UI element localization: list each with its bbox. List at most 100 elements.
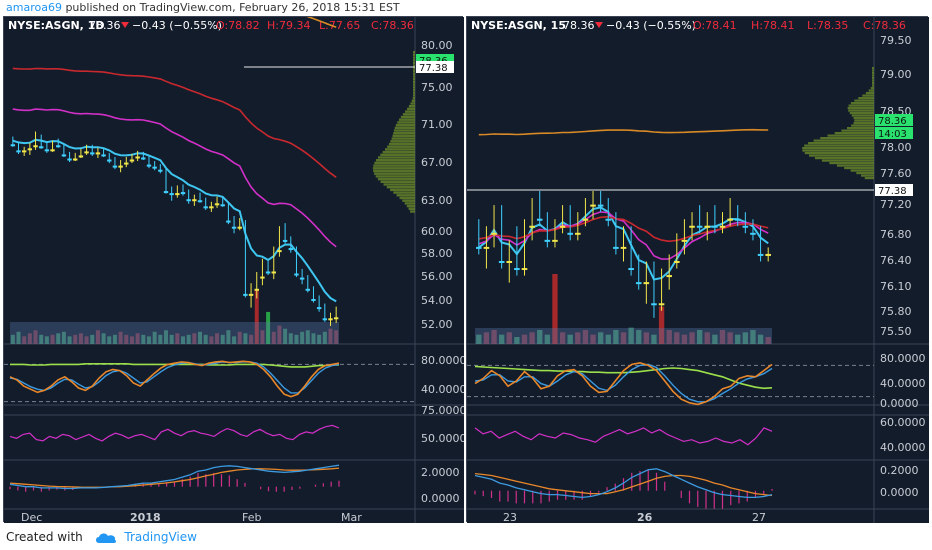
volume-bar: [249, 334, 254, 344]
candle-body: [237, 226, 242, 229]
volume-bar: [129, 336, 134, 344]
volume-bar: [135, 333, 140, 344]
volume-profile-bar: [380, 180, 415, 183]
volume-bar: [124, 334, 129, 344]
volume-bar: [597, 332, 604, 344]
volume-bar: [311, 333, 316, 344]
candle-body: [316, 307, 322, 310]
volume-profile-bar: [375, 159, 415, 162]
volume-bar: [232, 336, 237, 344]
candle-body: [158, 169, 163, 172]
volume-bar: [582, 330, 589, 344]
level-price-badge-text: 77.38: [419, 63, 448, 74]
volume-bar: [575, 332, 581, 344]
candle-body: [56, 145, 61, 148]
candle-body: [712, 225, 718, 228]
volume-bar: [226, 330, 231, 344]
candle-body: [322, 318, 328, 321]
volume-bar: [681, 334, 688, 344]
volume-profile-bar: [392, 134, 415, 138]
volume-bar: [44, 336, 49, 344]
candle-body: [226, 220, 231, 223]
last-price-badge: [875, 114, 913, 126]
volume-profile-bar: [868, 89, 874, 92]
volume-profile-bar: [846, 127, 874, 130]
candle-body: [620, 246, 627, 249]
volume-profile-bar: [377, 177, 415, 181]
volume-profile-bar: [413, 75, 415, 78]
price-tick-label: 80.00: [421, 39, 453, 52]
volume-bar: [491, 330, 497, 344]
price-tick-label: 77.60: [880, 167, 912, 180]
stoch-fast-line: [474, 361, 773, 406]
author-link[interactable]: amaroa69: [6, 1, 62, 14]
chart-pane-daily[interactable]: NYSE:ASGN, 1D 78.36 −0.43 (−0.55%) O:78.82 H…: [3, 16, 464, 523]
candle-body: [674, 260, 680, 263]
ema-magenta-line: [12, 108, 337, 248]
candle-body: [311, 298, 316, 301]
volume-profile-bar: [844, 167, 874, 170]
volume-bar: [294, 334, 299, 344]
candle-body: [124, 162, 129, 165]
volume-profile-bar: [387, 145, 415, 148]
level-price-badge: [416, 61, 454, 73]
volume-bar: [169, 334, 174, 344]
volume-bar: [90, 334, 95, 344]
candle-body: [643, 282, 650, 285]
volume-bar: [328, 328, 333, 344]
volume-bar: [735, 334, 741, 344]
volume-profile-bar: [382, 150, 415, 154]
candle-body: [44, 149, 50, 152]
volume-profile-bar: [373, 169, 415, 173]
candle-body: [506, 260, 513, 263]
candle-body: [271, 271, 276, 274]
price-tick-label: 52.00: [421, 318, 453, 331]
candle-body: [282, 239, 288, 242]
volume-bar: [483, 332, 490, 344]
candle-body: [163, 191, 169, 194]
volume-profile-bar: [413, 64, 415, 67]
volume-bar: [27, 333, 32, 344]
countdown-badge: [875, 127, 913, 139]
volume-bar: [506, 332, 512, 344]
volume-profile-bar: [872, 72, 874, 75]
volume-bar: [666, 330, 672, 344]
candle-body: [209, 206, 214, 209]
volume-bar: [107, 336, 112, 344]
rsi-tick-label: 40.0000: [880, 441, 926, 454]
volume-bar: [271, 331, 276, 344]
volume-profile-bar: [406, 204, 415, 208]
countdown-badge-text: 14:03: [878, 129, 907, 140]
candle-body: [305, 288, 311, 291]
volume-profile-bar: [399, 196, 415, 200]
tradingview-cloud-icon: [95, 532, 117, 543]
candle-body: [78, 155, 84, 158]
rsi-tick-label: 75.0000: [421, 404, 464, 417]
volume-profile-bar: [802, 149, 874, 152]
ema-cyan-line: [12, 138, 337, 303]
time-axis-label: 26: [637, 511, 653, 523]
volume-profile-bar: [412, 96, 415, 100]
volume-profile-bar: [413, 94, 415, 97]
last-price-label: 78.36: [89, 19, 121, 32]
tradingview-brand[interactable]: TradingView: [124, 530, 197, 544]
time-axis-label: 23: [503, 511, 517, 523]
volume-bar: [674, 332, 680, 344]
chart-pane-15min[interactable]: NYSE:ASGN, 15 78.36 −0.43 (−0.55%) O:78.41 H…: [466, 16, 929, 523]
volume-profile-bar: [856, 172, 874, 175]
candle-body: [681, 239, 688, 242]
volume-bar: [334, 330, 339, 344]
candle-body: [112, 165, 118, 168]
volume-profile-bar: [851, 114, 874, 117]
last-price-badge-text: 78.36: [878, 116, 907, 127]
candle-body: [491, 232, 497, 235]
volume-bar: [198, 331, 203, 344]
volume-profile-bar: [864, 177, 874, 180]
volume-profile-bar: [391, 137, 415, 140]
low-label: L:78.35: [807, 19, 848, 32]
volume-profile-bar: [865, 92, 874, 95]
candle-body: [696, 225, 703, 228]
publish-info: published on TradingView.com, February 2…: [65, 1, 400, 14]
